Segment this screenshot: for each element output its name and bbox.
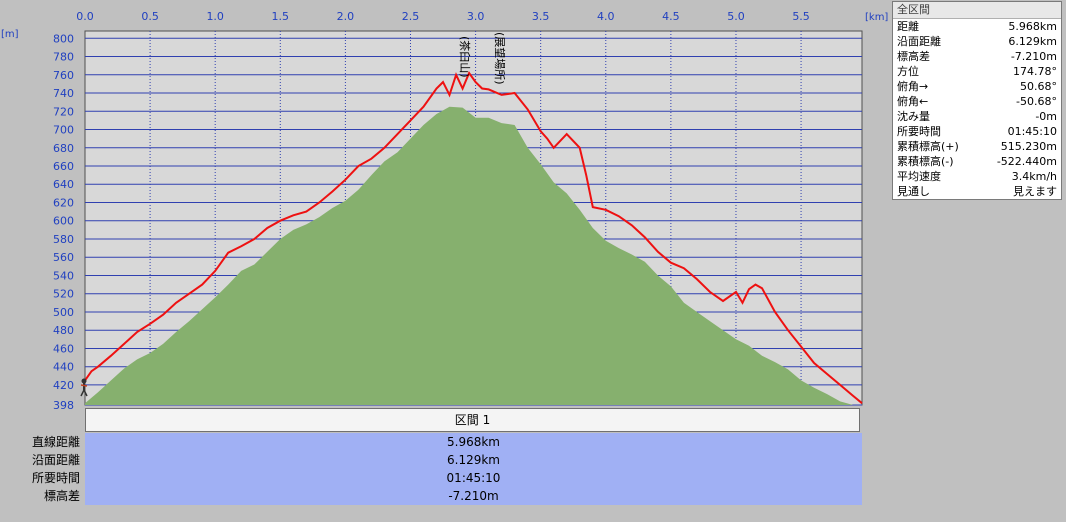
y-tick-label: 760: [53, 69, 74, 82]
x-tick-label: 3.0: [467, 10, 485, 23]
y-tick-label: 800: [53, 32, 74, 45]
summary-row: 見通し 見えます: [893, 184, 1061, 199]
summary-row-value: 6.129km: [1008, 35, 1057, 48]
summary-row: 俯角→ 50.68°: [893, 79, 1061, 94]
landmark-viewpoint-label: (展望場所): [493, 32, 506, 85]
y-tick-label: 620: [53, 196, 74, 209]
summary-row-label: 平均速度: [897, 170, 941, 183]
summary-row-label: 標高差: [897, 50, 930, 63]
y-tick-label: 440: [53, 361, 74, 374]
summary-panel-title: 全区間: [893, 2, 1061, 19]
summary-row-label: 距離: [897, 20, 919, 33]
x-tick-label: 4.5: [662, 10, 680, 23]
x-tick-label: 2.5: [402, 10, 420, 23]
summary-row: 標高差 -7.210m: [893, 49, 1061, 64]
segment-row-labels: 直線距離 沿面距離 所要時間 標高差: [0, 433, 82, 505]
summary-row: 累積標高(-) -522.440m: [893, 154, 1061, 169]
y-tick-label: 420: [53, 379, 74, 392]
summary-row-value: -522.440m: [996, 155, 1057, 168]
summary-row-label: 沿面距離: [897, 35, 941, 48]
x-tick-label: 1.5: [272, 10, 290, 23]
summary-row-label: 方位: [897, 65, 919, 78]
summary-row-value: -50.68°: [1016, 95, 1057, 108]
hiker-start-icon: [80, 378, 88, 397]
x-tick-label: 1.0: [206, 10, 224, 23]
summary-row-value: 174.78°: [1013, 65, 1057, 78]
y-tick-label: 780: [53, 51, 74, 64]
summary-row: 平均速度 3.4km/h: [893, 169, 1061, 184]
summary-row: 沈み量 -0m: [893, 109, 1061, 124]
y-tick-label: 700: [53, 124, 74, 137]
x-tick-label: 2.0: [337, 10, 355, 23]
summary-row-label: 累積標高(-): [897, 155, 954, 168]
x-tick-label: 3.5: [532, 10, 550, 23]
segment-label-elevation-diff: 標高差: [43, 489, 80, 503]
summary-row-value: -7.210m: [1010, 50, 1057, 63]
x-tick-label: 5.5: [792, 10, 810, 23]
summary-row-label: 所要時間: [897, 125, 941, 138]
summary-row: 距離 5.968km: [893, 19, 1061, 34]
y-tick-label: 680: [53, 142, 74, 155]
x-axis-ticks: 0.0 0.5 1.0 1.5 2.0 2.5 3.0 3.5 4.0 4.5 5.0 5.5: [76, 10, 810, 23]
summary-row: 方位 174.78°: [893, 64, 1061, 79]
segment-value-surface-distance: 6.129km: [447, 453, 500, 467]
summary-row-label: 沈み量: [897, 110, 930, 123]
segment-label-straight-distance: 直線距離: [31, 435, 80, 449]
y-tick-label: 500: [53, 306, 74, 319]
y-tick-label: 660: [53, 160, 74, 173]
x-tick-label: 0.0: [76, 10, 94, 23]
y-tick-label: 600: [53, 215, 74, 228]
terrain-cross-section-area: [85, 106, 862, 405]
y-axis-unit: [m]: [1, 29, 19, 40]
summary-row-label: 累積標高(+): [897, 140, 959, 153]
segment-label-surface-distance: 沿面距離: [31, 453, 80, 467]
y-tick-label: 460: [53, 342, 74, 355]
summary-row-value: 3.4km/h: [1011, 170, 1057, 183]
segment-values-table: 5.968km 6.129km 01:45:10 -7.210m: [85, 433, 862, 505]
segment-header[interactable]: 区間 1: [85, 408, 860, 432]
summary-row-label: 俯角→: [897, 80, 929, 93]
summary-row: 沿面距離 6.129km: [893, 34, 1061, 49]
y-tick-label: 580: [53, 233, 74, 246]
y-tick-label: 540: [53, 269, 74, 282]
summary-row-label: 見通し: [897, 185, 930, 198]
segment-value-straight-distance: 5.968km: [447, 435, 500, 449]
y-tick-label: 640: [53, 178, 74, 191]
x-tick-label: 5.0: [727, 10, 745, 23]
summary-row: 所要時間 01:45:10: [893, 124, 1061, 139]
segment-value-duration: 01:45:10: [446, 471, 501, 485]
segment-label-duration: 所要時間: [31, 471, 80, 485]
summary-row-value: 01:45:10: [1007, 125, 1057, 138]
y-tick-label: 560: [53, 251, 74, 264]
summary-row-value: 515.230m: [1000, 140, 1057, 153]
landmark-chausuyama-label: (茶臼山): [458, 36, 472, 78]
x-tick-label: 4.0: [597, 10, 615, 23]
x-axis-unit: [km]: [865, 12, 888, 23]
y-axis-ticks: 800 780 760 740 720 700 680 660 640 620 600 580 560 5…: [53, 32, 74, 412]
summary-row-value: -0m: [1035, 110, 1057, 123]
y-tick-label: 480: [53, 324, 74, 337]
summary-row: 累積標高(+) 515.230m: [893, 139, 1061, 154]
y-tick-label: 740: [53, 87, 74, 100]
y-tick-label: 520: [53, 288, 74, 301]
summary-row-value: 50.68°: [1020, 80, 1057, 93]
summary-row-value: 見えます: [1013, 185, 1057, 198]
route-elevation-line: [84, 70, 863, 404]
x-tick-label: 0.5: [141, 10, 159, 23]
summary-panel: 全区間 距離 5.968km 沿面距離 6.129km 標高差 -7.210m 方位 174.…: [892, 1, 1062, 200]
summary-row-label: 俯角←: [897, 95, 929, 108]
y-tick-label: 720: [53, 105, 74, 118]
summary-row-value: 5.968km: [1008, 20, 1057, 33]
y-tick-label: 398: [53, 399, 74, 412]
summary-row: 俯角← -50.68°: [893, 94, 1061, 109]
segment-value-elevation-diff: -7.210m: [448, 489, 499, 503]
